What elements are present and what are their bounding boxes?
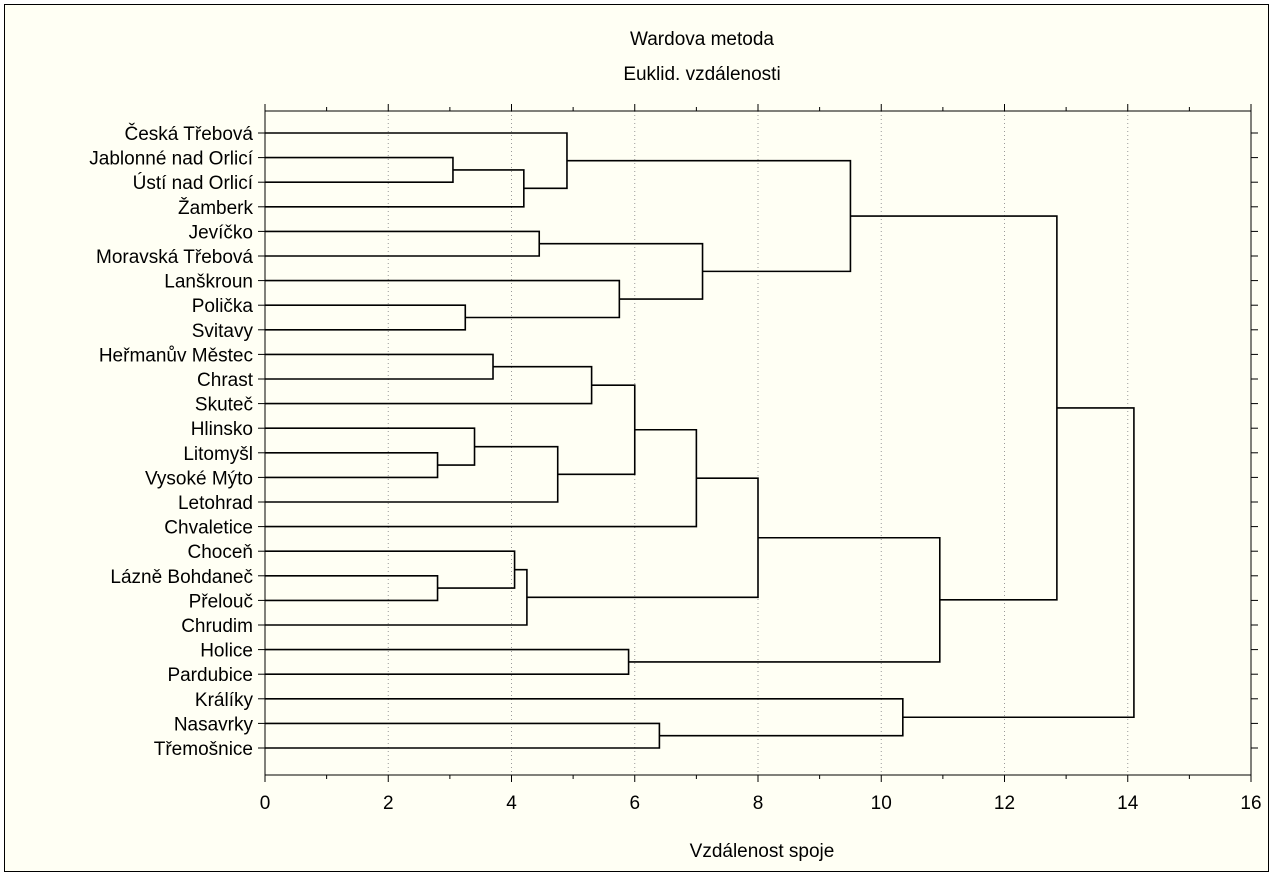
leaf-label: Choceň [188, 542, 254, 563]
dendrogram-link [265, 575, 439, 602]
x-tick-label: 6 [629, 793, 640, 814]
x-tick-label: 2 [383, 793, 394, 814]
x-tick-label: 14 [1117, 793, 1139, 814]
leaf-label: Vysoké Mýto [145, 468, 253, 489]
dendrogram-link [265, 445, 559, 503]
leaf-label: Pardubice [167, 665, 253, 686]
leaf-label: Hlinsko [191, 419, 253, 440]
x-tick-label: 0 [260, 793, 271, 814]
dendrogram-link [265, 132, 568, 190]
leaf-label: Letohrad [178, 493, 253, 514]
dendrogram-link [265, 722, 661, 749]
dendrogram-link [265, 365, 593, 405]
leaf-label: Chrudim [181, 616, 253, 637]
dendrogram-link [265, 698, 904, 737]
leaf-label: Žamberk [178, 197, 253, 219]
dendrogram-link [265, 427, 476, 466]
leaf-label: Přelouč [189, 591, 253, 612]
x-axis-title: Vzdálenost spoje [690, 841, 835, 862]
leaf-label: Skuteč [195, 395, 253, 416]
dendrogram-link [526, 477, 759, 599]
leaf-label: Jevíčko [189, 222, 253, 243]
x-tick-label: 8 [753, 793, 764, 814]
x-tick-label: 10 [871, 793, 892, 814]
dendrogram-link [628, 536, 941, 663]
dendrogram-link [265, 452, 439, 479]
leaf-label: Jablonné nad Orlicí [89, 149, 253, 170]
dendrogram-link [265, 230, 541, 257]
dendrogram-link [265, 279, 621, 319]
dendrogram-link [850, 215, 1058, 601]
leaf-label: Svitavy [192, 321, 254, 342]
dendrogram-link [265, 353, 494, 380]
leaf-label: Třemošnice [154, 739, 253, 760]
dendrogram-chart: Wardova metoda Euklid. vzdálenosti Vzdál… [89, 29, 1262, 862]
leaf-label: Polička [192, 296, 254, 317]
dendrogram-link [265, 568, 528, 626]
x-tick-label: 12 [994, 793, 1015, 814]
chart-subtitle: Euklid. vzdálenosti [623, 64, 780, 85]
x-axis: 0 2 4 6 8 10 12 14 16 [258, 104, 1262, 814]
leaf-label: Nasavrky [174, 714, 254, 735]
dendrogram-link [265, 648, 630, 675]
dendrogram-link [902, 407, 1135, 719]
x-tick-label: 4 [506, 793, 517, 814]
dendrogram-link [265, 550, 516, 589]
x-tick-label: 16 [1240, 793, 1261, 814]
leaf-label: Heřmanův Městec [99, 345, 253, 366]
dendrogram-link [566, 159, 852, 273]
leaf-label: Chrast [197, 370, 254, 391]
dendrogram-link [557, 384, 636, 476]
dendrogram-link [265, 156, 454, 183]
grid-lines [387, 111, 1129, 775]
leaf-label: Lanškroun [164, 272, 253, 293]
leaf-label: Litomyšl [183, 444, 253, 465]
dendrogram-link [539, 242, 704, 300]
chart-title: Wardova metoda [630, 29, 774, 50]
dendrogram-links [265, 132, 1135, 749]
leaf-label: Lázně Bohdaneč [110, 567, 253, 588]
dendrogram-link [265, 169, 525, 208]
leaf-label: Králíky [195, 690, 254, 711]
leaf-label: Česká Třebová [125, 123, 254, 145]
leaf-label: Moravská Třebová [96, 247, 253, 268]
leaf-label: Holice [200, 641, 253, 662]
chart-frame: Wardova metoda Euklid. vzdálenosti Vzdál… [4, 4, 1269, 872]
leaf-label: Chvaletice [164, 518, 253, 539]
dendrogram-link [265, 304, 467, 331]
leaf-label: Ústí nad Orlicí [133, 172, 254, 194]
